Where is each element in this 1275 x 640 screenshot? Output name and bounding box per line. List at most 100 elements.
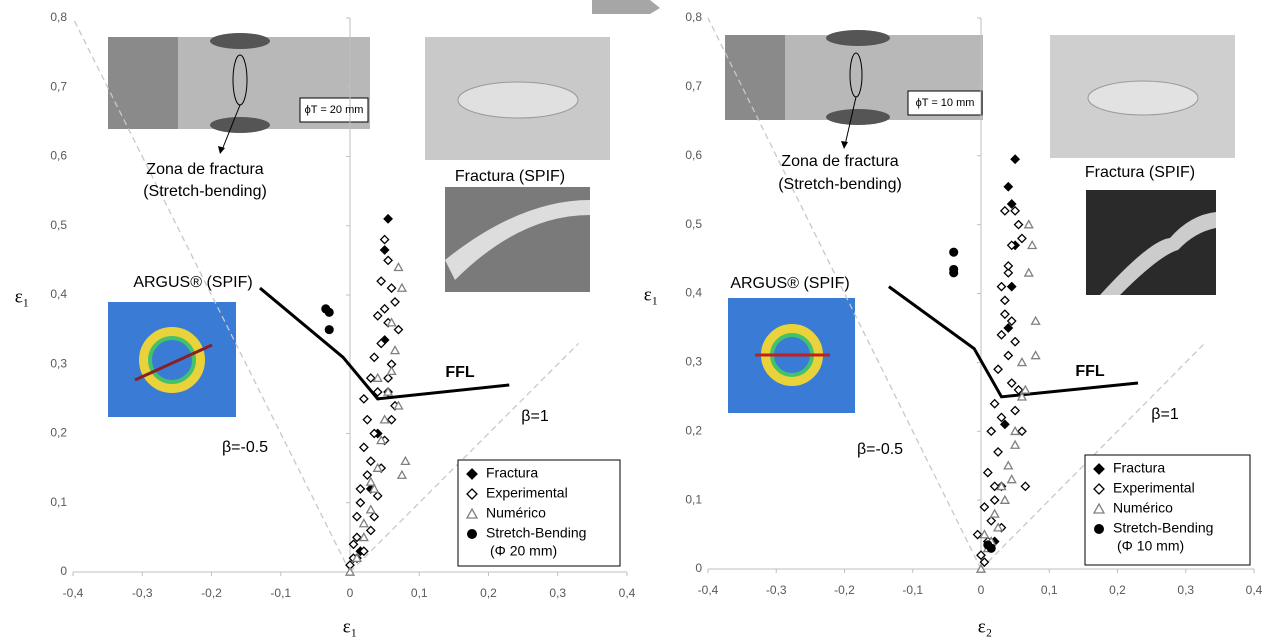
x-tick-label: 0,4 — [619, 586, 636, 600]
fracture-photo — [1086, 190, 1216, 295]
x-tick-label: 0 — [347, 586, 354, 600]
marker-triangle — [1008, 475, 1016, 482]
line-label: FFL — [1075, 363, 1105, 380]
x-tick-label: 0,1 — [1041, 583, 1058, 597]
marker-diamond — [987, 427, 995, 435]
marker-diamond — [991, 400, 999, 408]
marker-triangle — [394, 263, 402, 270]
marker-triangle — [1004, 462, 1012, 469]
marker-diamond — [370, 513, 378, 521]
legend-label: Experimental — [1113, 480, 1195, 496]
x-tick-label: 0,3 — [549, 586, 566, 600]
series — [322, 305, 334, 334]
marker-diamond — [384, 256, 392, 264]
line-label: β=1 — [521, 408, 549, 425]
photos-right — [725, 30, 1235, 413]
marker-triangle — [398, 471, 406, 478]
annotation: Zona de fractura — [781, 153, 899, 170]
marker-diamond — [356, 499, 364, 507]
legend-label: Stretch-Bending — [1113, 520, 1213, 536]
legend-note: (Φ 10 mm) — [1117, 538, 1184, 554]
annotation: ϕT = 10 mm — [916, 97, 975, 109]
marker-circle — [325, 326, 333, 334]
marker-diamond — [374, 312, 382, 320]
series — [346, 263, 409, 575]
marker-diamond — [391, 298, 399, 306]
photo-notch — [826, 30, 890, 46]
marker-diamond — [997, 283, 1005, 291]
marker-diamond — [353, 513, 361, 521]
marker-triangle — [391, 346, 399, 353]
marker-circle — [325, 308, 333, 316]
y-axis-label: ε₁ — [644, 284, 659, 305]
photo-notch — [826, 109, 890, 125]
x-tick-label: -0,1 — [270, 586, 291, 600]
marker-diamond — [1001, 310, 1009, 318]
y-tick-label: 0,4 — [685, 286, 702, 300]
y-tick-label: 0,8 — [50, 10, 67, 24]
marker-triangle — [1032, 317, 1040, 324]
marker-diamond — [991, 496, 999, 504]
y-tick-label: 0,1 — [685, 492, 702, 506]
legend-marker — [468, 530, 477, 539]
marker-diamond — [381, 246, 389, 254]
marker-diamond — [1001, 296, 1009, 304]
x-tick-label: -0,3 — [132, 586, 153, 600]
marker-diamond — [384, 374, 392, 382]
marker-circle — [984, 541, 992, 549]
marker-diamond — [370, 353, 378, 361]
line-label: FFL — [445, 364, 475, 381]
annotation: ARGUS® (SPIF) — [730, 275, 849, 292]
y-tick-label: 0,6 — [50, 149, 67, 163]
annotation: Fractura (SPIF) — [1085, 164, 1195, 181]
marker-diamond — [367, 457, 375, 465]
y-tick-label: 0,4 — [50, 287, 67, 301]
legend: FracturaExperimentalNuméricoStretch-Bend… — [458, 460, 620, 566]
legend-label: Stretch-Bending — [486, 525, 586, 541]
y-tick-label: 0,5 — [685, 217, 702, 231]
argus-image — [108, 302, 236, 417]
marker-triangle — [1018, 358, 1026, 365]
marker-diamond — [1004, 351, 1012, 359]
marker-diamond — [1008, 283, 1016, 291]
marker-diamond — [984, 469, 992, 477]
line-label: β=1 — [1151, 406, 1179, 423]
arrow-head — [841, 141, 848, 149]
y-tick-label: 0,3 — [50, 356, 67, 370]
x-tick-label: -0,2 — [834, 583, 855, 597]
marker-diamond — [394, 326, 402, 334]
marker-diamond — [381, 236, 389, 244]
marker-diamond — [1018, 234, 1026, 242]
legend-note: (Φ 20 mm) — [490, 543, 557, 559]
series — [346, 236, 402, 569]
marker-diamond — [987, 517, 995, 525]
marker-triangle — [401, 457, 409, 464]
marker-diamond — [1004, 183, 1012, 191]
marker-triangle — [1025, 269, 1033, 276]
photo-shade — [108, 37, 178, 129]
marker-diamond — [980, 503, 988, 511]
legend-label: Fractura — [486, 465, 538, 481]
marker-diamond — [384, 215, 392, 223]
marker-diamond — [1008, 379, 1016, 387]
line-label: β=-0.5 — [857, 441, 903, 458]
x-tick-label: -0,4 — [698, 583, 719, 597]
y-tick-label: 0,2 — [50, 426, 67, 440]
marker-triangle — [1011, 441, 1019, 448]
marker-diamond — [1011, 407, 1019, 415]
x-tick-label: 0,2 — [480, 586, 497, 600]
marker-diamond — [1004, 262, 1012, 270]
photo-notch — [210, 33, 270, 49]
part-dome — [458, 82, 578, 118]
marker-diamond — [360, 395, 368, 403]
legend: Fractura Experimental Numérico Stretch-Bend… — [1085, 455, 1250, 565]
header-arrow — [592, 0, 660, 14]
annotation: ARGUS® (SPIF) — [133, 274, 252, 291]
annotation: ϕT = 20 mm — [305, 104, 364, 116]
y-tick-label: 0,6 — [685, 148, 702, 162]
marker-diamond — [1021, 482, 1029, 490]
legend-label: Fractura — [1113, 460, 1165, 476]
x-tick-label: 0,2 — [1109, 583, 1126, 597]
legend-label: Numérico — [1113, 500, 1173, 516]
x-tick-label: -0,1 — [902, 583, 923, 597]
